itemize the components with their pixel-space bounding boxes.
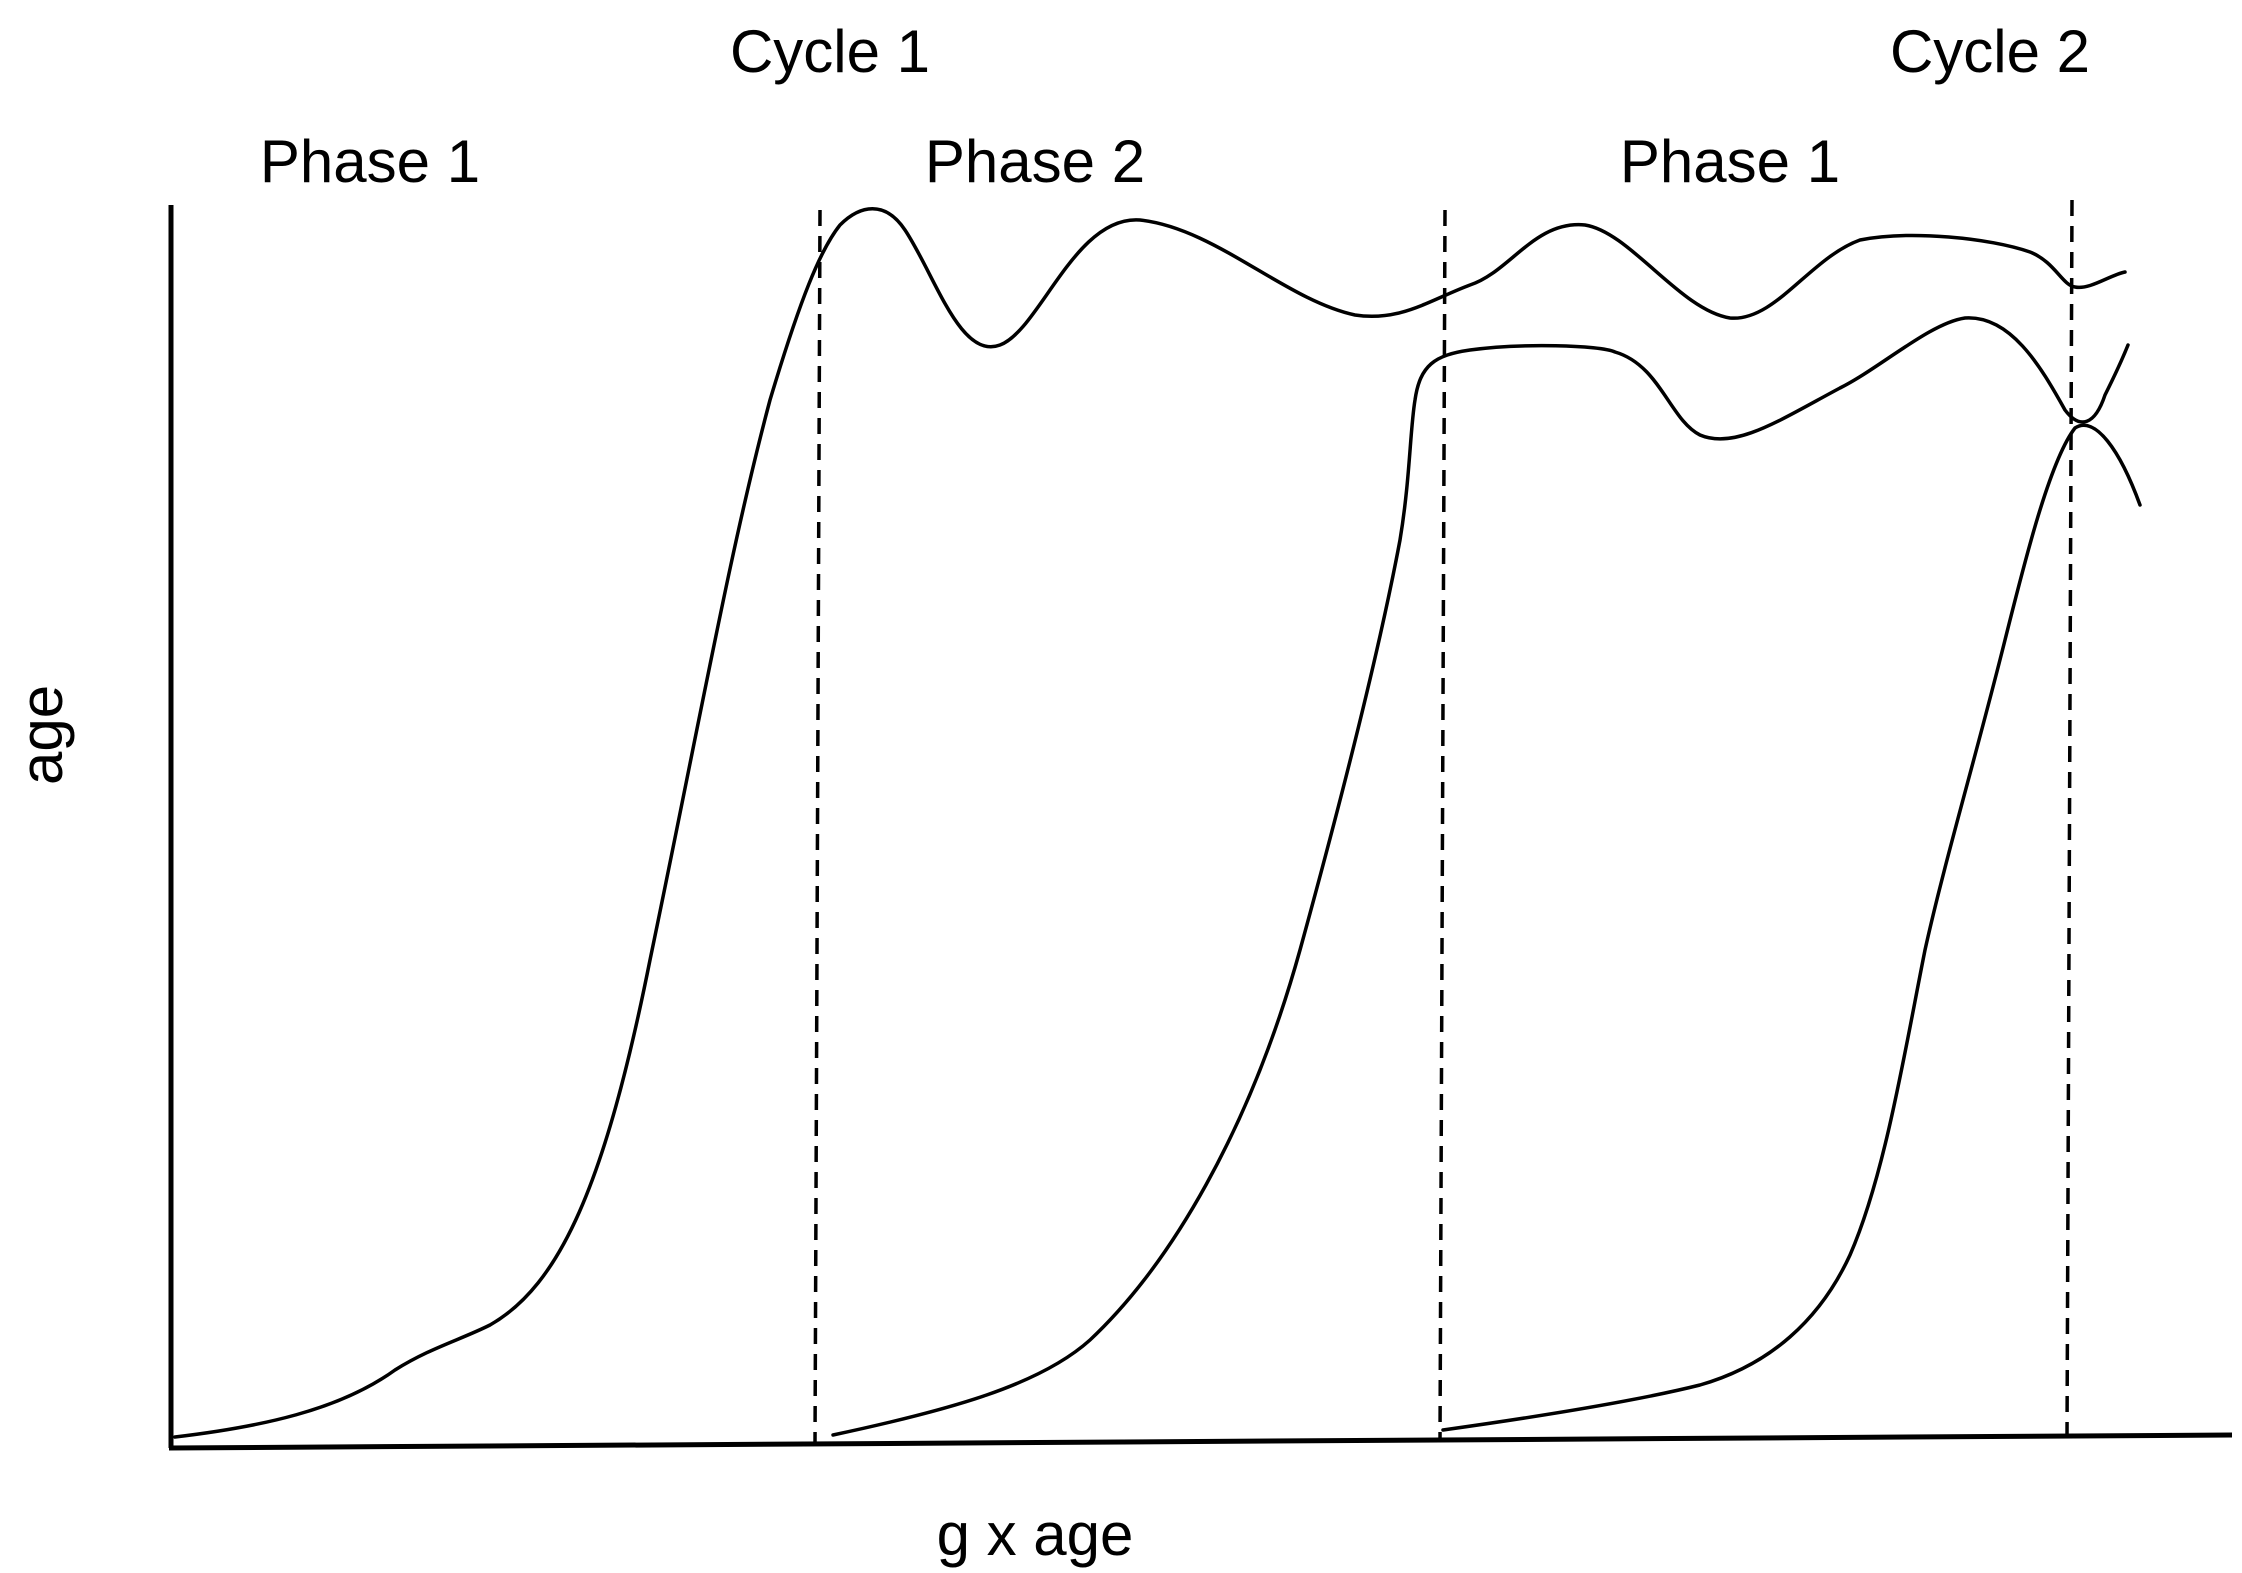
phase-divider-3 [2065,199,2074,1439]
y-axis-label: age [8,685,75,785]
cycle-2-label: Cycle 2 [1890,18,2090,85]
growth-curve-1 [173,207,2127,1439]
phase-2-label: Phase 2 [925,128,1145,195]
growth-curve-2 [831,316,2130,1437]
cycle-1-label: Cycle 1 [730,18,930,85]
x-axis-label: g x age [937,1501,1134,1568]
phase-divider-2 [1438,209,1447,1443]
phase-divider-1 [813,209,822,1446]
growth-curve-3 [1441,423,2142,1432]
x-axis-line [168,1432,2233,1451]
phase-1-label-second: Phase 1 [1620,128,1840,195]
phase-1-label-first: Phase 1 [260,128,480,195]
